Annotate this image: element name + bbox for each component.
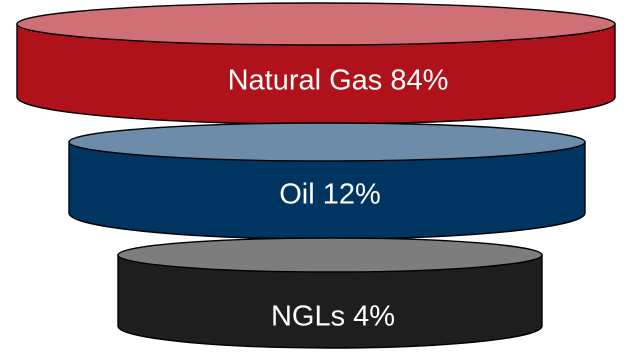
- tier-ngls: NGLs 4%: [117, 237, 543, 349]
- tier-natural-gas-label: Natural Gas 84%: [228, 65, 449, 97]
- tier-ngls-label: NGLs 4%: [271, 301, 395, 333]
- tier-oil-label: Oil 12%: [279, 179, 381, 211]
- tier-oil: Oil 12%: [68, 122, 586, 240]
- tier-natural-gas-top: [16, 2, 616, 46]
- tier-ngls-top: [117, 237, 543, 273]
- tier-natural-gas: Natural Gas 84%: [16, 2, 616, 125]
- tier-ngls-side: [117, 254, 543, 349]
- tier-oil-top: [68, 122, 586, 162]
